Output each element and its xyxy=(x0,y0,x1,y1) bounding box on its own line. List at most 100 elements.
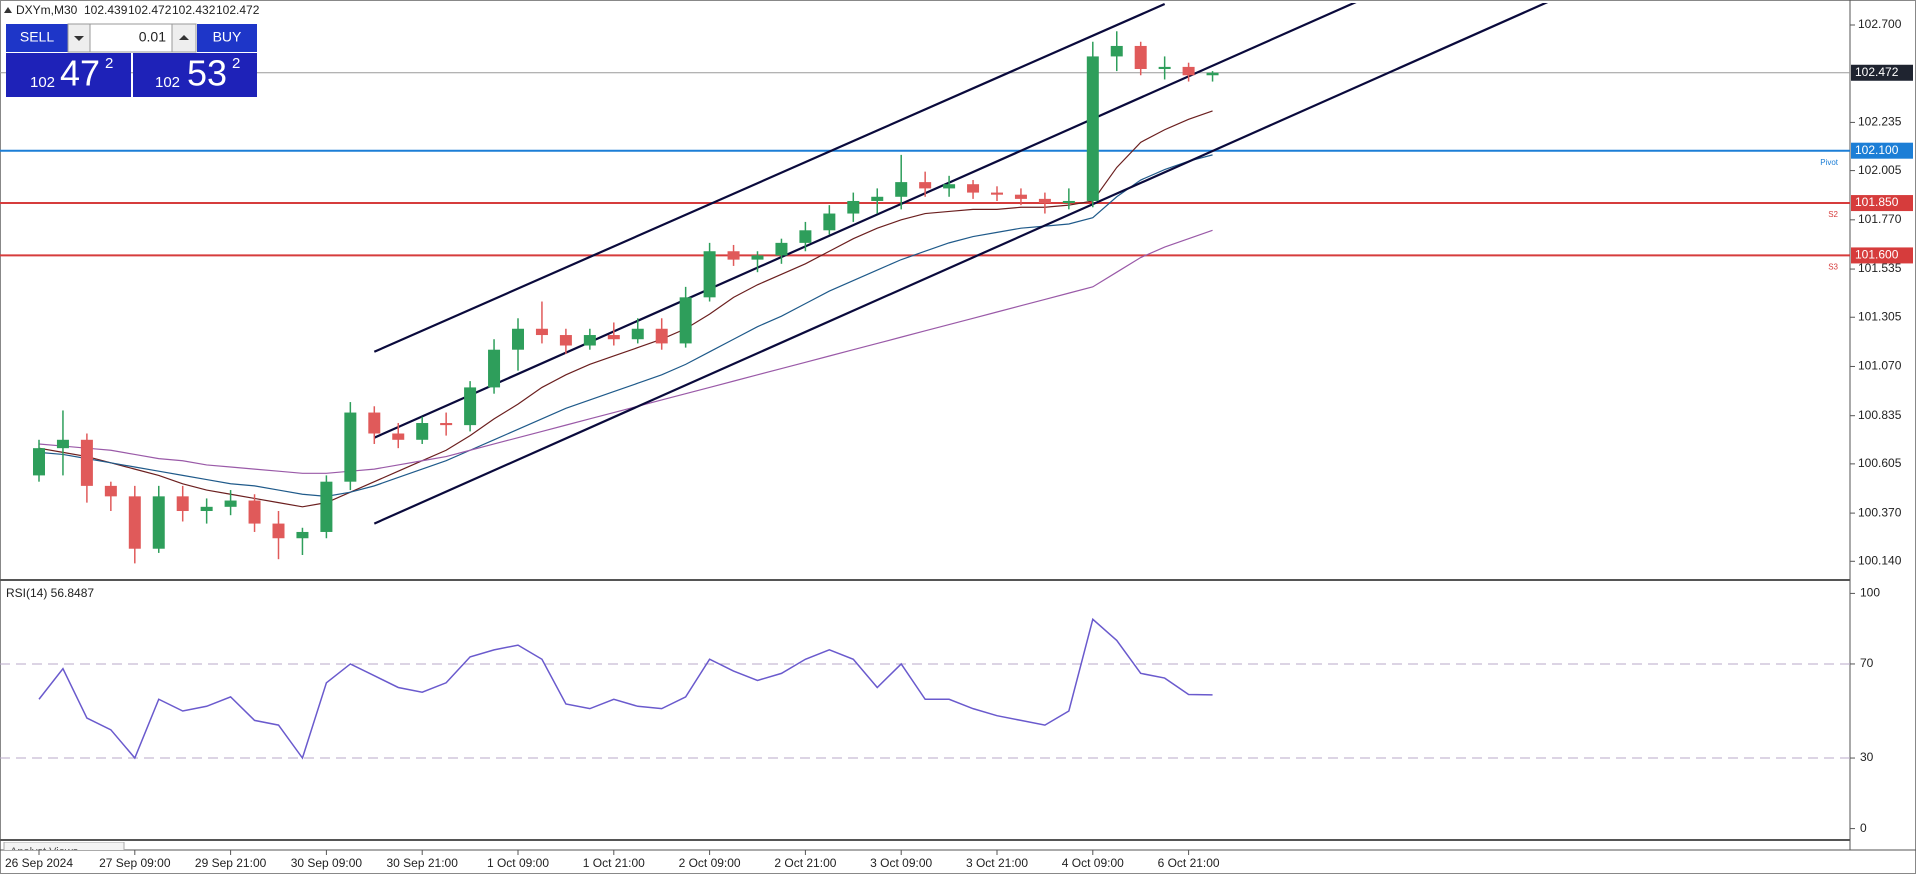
level-box xyxy=(1851,142,1913,159)
candle-body xyxy=(895,182,908,197)
rsi-tick-label: 0 xyxy=(1860,821,1867,835)
level-name: Pivot xyxy=(1820,158,1839,167)
level-label: 101.600 xyxy=(1855,248,1899,262)
quote-open: 102.439 xyxy=(84,3,128,17)
level-box xyxy=(1851,195,1913,212)
candle-body xyxy=(559,335,572,346)
candle-body xyxy=(1062,200,1075,204)
candle-body xyxy=(847,200,860,214)
x-tick-label: 2 Oct 21:00 xyxy=(774,856,836,870)
last-price-box xyxy=(1851,64,1913,81)
candle-body xyxy=(104,485,117,497)
y-tick-label: 101.070 xyxy=(1858,359,1902,373)
collapse-icon[interactable] xyxy=(4,7,12,13)
up-arrow xyxy=(179,35,189,40)
trendline xyxy=(373,3,1549,525)
candle-body xyxy=(607,335,620,340)
level-name: S3 xyxy=(1828,263,1838,272)
candle-body xyxy=(775,242,788,256)
rsi-tick-label: 70 xyxy=(1860,656,1874,670)
candle-body xyxy=(33,448,45,476)
bid-big: 47 xyxy=(60,53,100,94)
ask-box[interactable] xyxy=(133,53,257,97)
candle-body xyxy=(56,439,69,449)
candle-body xyxy=(224,500,237,507)
ask-big: 53 xyxy=(187,53,227,94)
footer-label: Analyst Views xyxy=(10,846,79,858)
candle-body xyxy=(440,423,453,426)
axes: 100.140 100.370 100.605 100.835 101.070 101.3… xyxy=(5,17,1913,870)
y-tick-label: 101.770 xyxy=(1858,212,1902,226)
bid-prefix: 102 xyxy=(30,74,55,91)
buy-button[interactable] xyxy=(197,24,257,52)
candle-body xyxy=(416,423,429,440)
candle-body xyxy=(943,184,956,189)
x-tick-label: 30 Sep 09:00 xyxy=(291,856,363,870)
candle-body xyxy=(128,496,141,549)
rsi-line xyxy=(38,617,1213,760)
candle-body xyxy=(1134,45,1147,69)
y-tick-label: 100.140 xyxy=(1858,553,1902,567)
candle-body xyxy=(751,255,764,260)
x-tick-label: 3 Oct 21:00 xyxy=(966,856,1028,870)
quote-low: 102.432 xyxy=(172,3,216,17)
y-tick-label: 100.370 xyxy=(1858,505,1902,519)
sell-label: SELL xyxy=(20,29,54,45)
candle-body xyxy=(1014,194,1027,199)
ask-prefix: 102 xyxy=(155,74,180,91)
candle-body xyxy=(1158,66,1171,69)
y-tick-label: 101.535 xyxy=(1858,261,1902,275)
x-tick-label: 3 Oct 09:00 xyxy=(870,856,932,870)
candle-body xyxy=(823,213,836,231)
candle-body xyxy=(80,439,93,486)
candle-body xyxy=(248,500,261,524)
candle-body xyxy=(1110,45,1123,57)
y-tick-label: 102.235 xyxy=(1858,115,1902,129)
candle-body xyxy=(1086,56,1099,201)
bid-box[interactable] xyxy=(6,53,131,97)
moving-average xyxy=(38,154,1213,497)
candle-body xyxy=(392,433,405,440)
moving-average xyxy=(38,229,1213,474)
x-tick-label: 1 Oct 09:00 xyxy=(487,856,549,870)
y-tick-label: 100.835 xyxy=(1858,408,1902,422)
sell-button[interactable] xyxy=(6,24,68,52)
candle-body xyxy=(631,328,644,340)
volume-input[interactable] xyxy=(89,23,173,53)
candle-body xyxy=(991,192,1003,195)
footer-tab[interactable] xyxy=(3,842,125,854)
candle-body xyxy=(679,297,692,344)
candle-body xyxy=(464,387,477,426)
moving-average xyxy=(38,110,1213,508)
y-tick-label: 101.305 xyxy=(1858,309,1902,323)
x-tick-label: 1 Oct 21:00 xyxy=(583,856,645,870)
candle-body xyxy=(272,523,285,539)
candle-body xyxy=(535,328,548,336)
symbol-title: DXYm,M30 xyxy=(16,3,78,17)
candle-body xyxy=(512,328,524,350)
rsi-label: RSI(14) 56.8487 xyxy=(6,586,94,600)
candle-body xyxy=(1206,72,1219,76)
y-tick-label: 102.700 xyxy=(1858,17,1902,31)
quote-close: 102.472 xyxy=(216,3,260,17)
level-box xyxy=(1851,247,1913,264)
volume-value: 0.01 xyxy=(139,29,166,45)
quote-high: 102.472 xyxy=(128,3,172,17)
candle-body xyxy=(488,349,501,388)
ask-small: 2 xyxy=(232,55,240,72)
buy-label: BUY xyxy=(213,29,242,45)
x-tick-label: 27 Sep 09:00 xyxy=(99,856,171,870)
candle-body xyxy=(368,412,381,434)
candle-body xyxy=(1038,198,1051,204)
footer-strip: Analyst Views xyxy=(3,842,125,858)
candle-body xyxy=(799,230,812,243)
candle-body xyxy=(176,496,189,512)
candle-body xyxy=(871,196,884,201)
rsi-tick-label: 100 xyxy=(1860,586,1880,600)
bid-small: 2 xyxy=(105,55,113,72)
candle-body xyxy=(919,182,932,189)
candle-body xyxy=(152,496,165,549)
